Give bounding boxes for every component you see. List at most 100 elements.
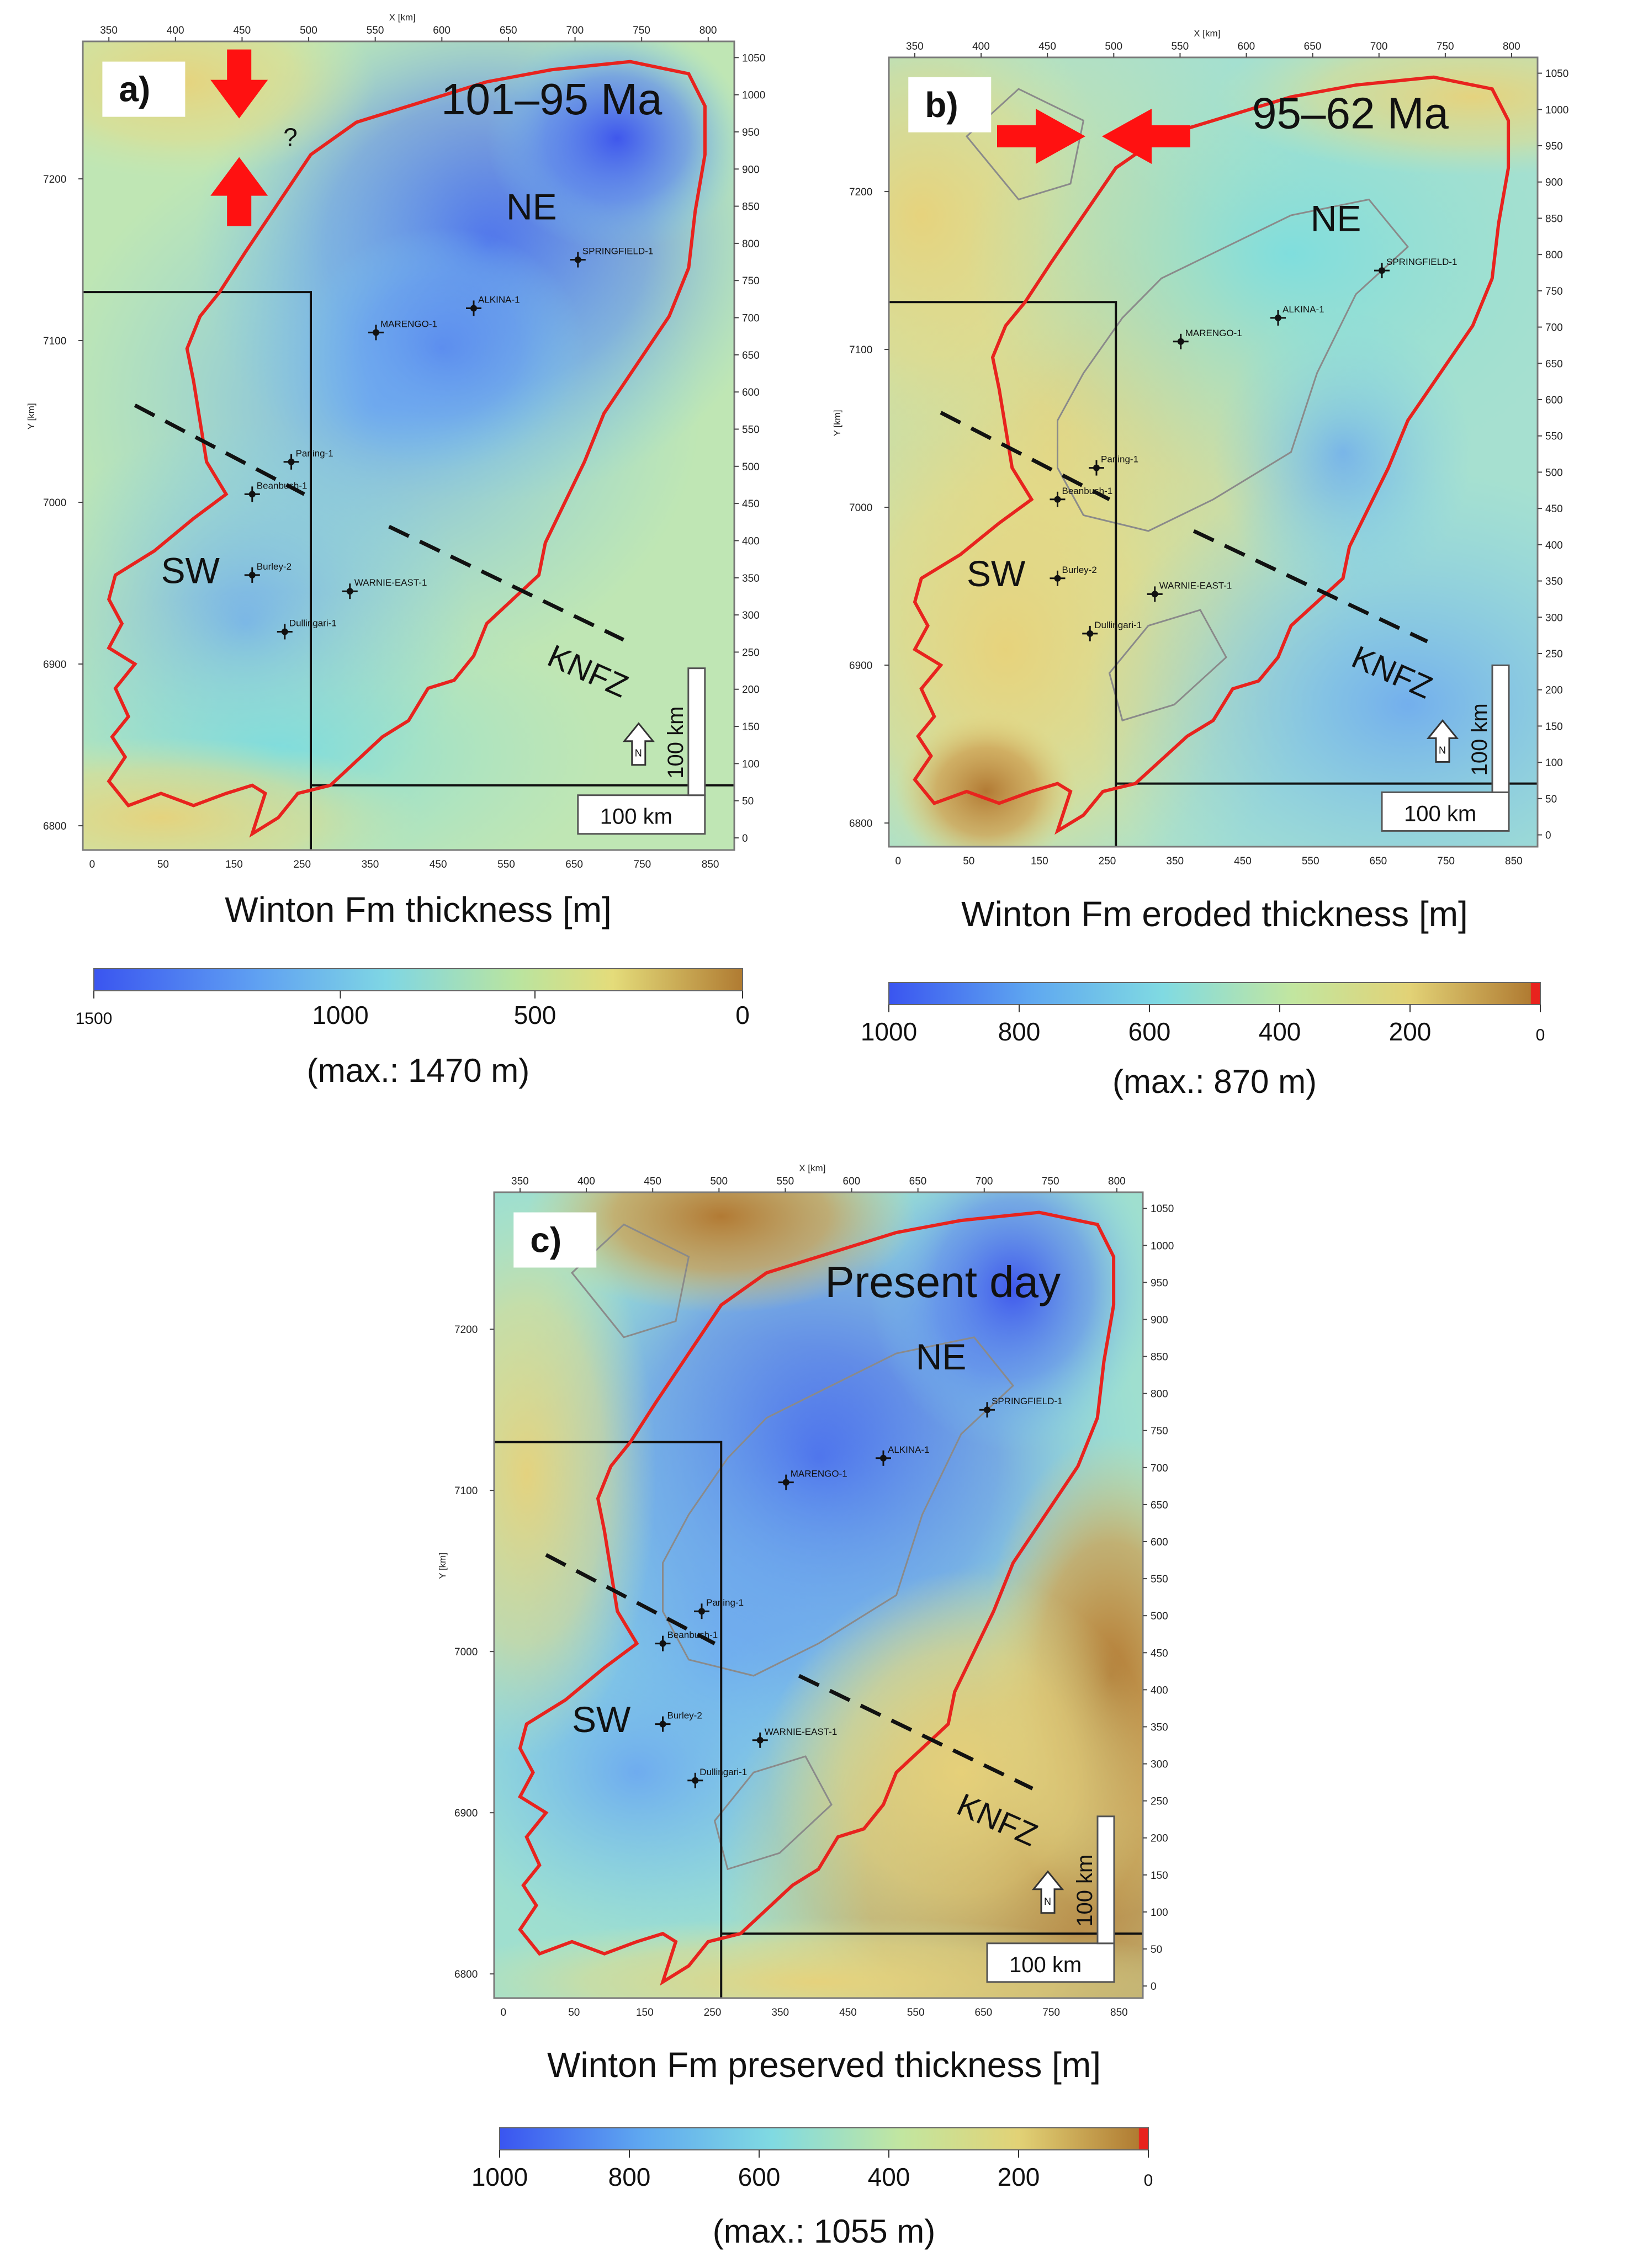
y-right-tick-label: 700 [1545, 322, 1563, 334]
region-label-ne: NE [506, 186, 557, 227]
y-left-tick-label: 7000 [454, 1646, 478, 1658]
x-bottom-tick-label: 50 [963, 856, 974, 867]
map-panel-b: SPRINGFIELD-1 ALKINA-1 MARENGO-1 Paning-1 Be… [832, 28, 1568, 1100]
y-left-tick-label: 7100 [454, 1485, 478, 1497]
y-right-tick-label: 1050 [742, 52, 765, 64]
x-top-tick-label: 750 [633, 25, 650, 36]
x-top-tick-label: 800 [699, 25, 717, 36]
x-top-tick-label: 700 [1370, 41, 1388, 52]
colorbar-tick-label: 400 [868, 2163, 910, 2191]
y-axis-title: Y [km] [832, 410, 842, 437]
well-marker: Beanbush-1 [1050, 486, 1112, 507]
y-axis-title: Y [km] [26, 403, 36, 429]
x-axis-title: X [km] [1194, 28, 1220, 39]
y-left-tick-label: 6900 [849, 660, 872, 672]
y-right-tick-label: 50 [1151, 1944, 1162, 1956]
colorbar: 1000 800 600 400 200 0 [861, 982, 1545, 1046]
well-label: WARNIE-EAST-1 [1159, 580, 1232, 591]
y-right-tick-label: 600 [1545, 395, 1563, 406]
panel-letter: c) [530, 1220, 561, 1260]
x-top-tick-label: 550 [776, 1176, 794, 1187]
well-marker: WARNIE-EAST-1 [342, 577, 427, 599]
colorbar-tick-label: 1000 [312, 1001, 368, 1029]
x-top-tick-label: 550 [367, 25, 384, 36]
x-bottom-tick-label: 750 [634, 859, 651, 870]
scale-bar: 100 km 100 km N [1381, 664, 1510, 832]
y-right-tick-label: 850 [1545, 213, 1563, 225]
well-marker: ALKINA-1 [876, 1444, 930, 1466]
y-right-tick-label: 1000 [742, 90, 765, 102]
y-left-tick-label: 6800 [43, 821, 66, 832]
fault-line-east [798, 1674, 1034, 1791]
region-label-ne: NE [1311, 198, 1361, 239]
y-right-tick-label: 950 [1545, 141, 1563, 152]
stress-arrows [997, 109, 1190, 164]
x-top-tick-label: 450 [233, 25, 251, 36]
well-label: WARNIE-EAST-1 [765, 1727, 838, 1737]
block-boundary-lines [494, 1441, 1143, 1998]
x-top-tick-label: 400 [167, 25, 184, 36]
y-right-tick-label: 550 [1151, 1574, 1168, 1585]
y-right-tick-label: 1000 [1151, 1240, 1174, 1252]
scale-bar-vertical-label: 100 km [664, 707, 688, 779]
y-right-tick-label: 800 [1151, 1389, 1168, 1400]
y-right-tick-label: 350 [742, 573, 760, 585]
y-right-tick-label: 150 [742, 721, 760, 733]
thickness-raster: SPRINGFIELD-1 ALKINA-1 MARENGO-1 Paning-1 Be… [83, 41, 734, 850]
y-right-tick-label: 650 [742, 350, 760, 362]
y-right-tick-label: 850 [742, 201, 760, 213]
y-right-tick-label: 300 [1151, 1759, 1168, 1771]
y-right-tick-label: 500 [1151, 1611, 1168, 1622]
y-left-tick-label: 6900 [454, 1808, 478, 1819]
panel-letter: b) [925, 85, 958, 125]
y-right-tick-label: 100 [1545, 757, 1563, 769]
fault-line-east [1193, 529, 1428, 644]
y-right-tick-label: 750 [1545, 286, 1563, 298]
plot-frame [493, 1191, 1144, 1999]
scale-bar: 100 km 100 km N [577, 667, 706, 835]
well-marker: Beanbush-1 [655, 1630, 718, 1651]
y-right-tick-label: 350 [1545, 576, 1563, 588]
y-left-tick-label: 7200 [454, 1324, 478, 1336]
y-right-tick-label: 100 [1151, 1907, 1168, 1919]
plot-frame [888, 56, 1539, 848]
y-right-tick-label: 150 [1151, 1870, 1168, 1882]
well-label: Dullingari-1 [289, 618, 337, 628]
x-bottom-tick-label: 50 [568, 2007, 580, 2019]
y-right-tick-label: 550 [1545, 431, 1563, 443]
x-top-tick-label: 400 [577, 1176, 595, 1187]
y-left-tick-label: 7100 [849, 344, 872, 356]
map-panel-c: SPRINGFIELD-1 ALKINA-1 MARENGO-1 Paning-1 Be… [437, 1163, 1174, 2250]
x-bottom-tick-label: 250 [293, 859, 311, 870]
y-right-tick-label: 500 [742, 461, 760, 473]
y-right-tick-label: 1000 [1545, 104, 1568, 116]
period-label: Present day [825, 1257, 1061, 1306]
y-left-tick-label: 6800 [849, 818, 872, 830]
well-marker: Burley-2 [244, 561, 292, 583]
well-label: Burley-2 [667, 1711, 702, 1721]
y-right-tick-label: 800 [742, 238, 760, 250]
y-right-tick-label: 600 [742, 387, 760, 399]
x-bottom-tick-label: 150 [1031, 856, 1048, 867]
x-top-tick-label: 700 [976, 1176, 993, 1187]
colorbar-tick-label: 0 [1144, 2171, 1153, 2190]
x-top-tick-label: 600 [843, 1176, 861, 1187]
x-bottom-tick-label: 0 [501, 2007, 507, 2019]
x-bottom-tick-label: 850 [1110, 2007, 1128, 2019]
well-marker: Beanbush-1 [244, 480, 307, 502]
x-top-tick-label: 750 [1437, 41, 1454, 52]
x-top-tick-label: 350 [100, 25, 118, 36]
stress-uncertainty-mark: ? [283, 123, 298, 152]
x-top-tick-label: 500 [1105, 41, 1122, 52]
well-label: Dullingari-1 [699, 1767, 747, 1777]
block-boundary-lines [83, 291, 734, 850]
well-label: ALKINA-1 [478, 294, 520, 305]
x-bottom-tick-label: 350 [362, 859, 379, 870]
x-top-tick-label: 450 [644, 1176, 661, 1187]
well-label: MARENGO-1 [1185, 328, 1242, 338]
colorbar-tick-label: 1000 [471, 2163, 528, 2191]
y-right-tick-label: 700 [1151, 1463, 1168, 1474]
y-left-tick-label: 7000 [849, 502, 872, 514]
